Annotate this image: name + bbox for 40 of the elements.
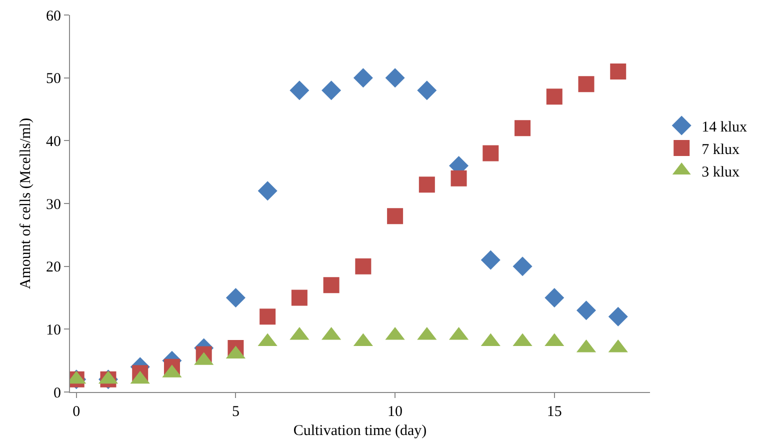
point — [480, 250, 500, 270]
point — [544, 288, 564, 308]
y-tick-label: 30 — [46, 196, 61, 213]
x-tick-label: 5 — [232, 404, 240, 420]
point — [417, 80, 437, 100]
x-tick-label: 10 — [388, 404, 403, 420]
y-tick-label: 60 — [46, 8, 61, 24]
point — [546, 88, 562, 105]
point — [482, 145, 499, 162]
point — [385, 68, 405, 88]
point — [323, 277, 340, 294]
point — [258, 181, 278, 201]
point — [610, 64, 626, 80]
y-tick-label: 20 — [46, 260, 61, 276]
y-axis-title: Amount of cells (Mcells/ml) — [18, 118, 34, 290]
point — [512, 256, 532, 276]
point — [418, 176, 435, 193]
point — [355, 258, 372, 274]
x-tick-label: 0 — [72, 404, 80, 420]
point — [514, 120, 531, 136]
legend-label: 14 klux — [702, 119, 748, 136]
point — [226, 288, 246, 308]
x-axis-title: Cultivation time (day) — [293, 423, 427, 439]
y-tick-label: 40 — [46, 134, 61, 150]
point — [290, 80, 310, 100]
x-tick-label: 15 — [546, 404, 562, 420]
point — [291, 290, 308, 306]
y-tick-label: 50 — [46, 71, 61, 88]
point — [608, 306, 628, 326]
legend-label: 3 klux — [702, 164, 740, 180]
y-tick-label: 10 — [46, 322, 61, 338]
point — [450, 170, 467, 186]
point — [578, 76, 594, 92]
legend-label: 7 klux — [702, 142, 740, 158]
y-tick-label: 0 — [54, 385, 61, 402]
point — [260, 308, 276, 325]
point — [353, 68, 373, 88]
point — [322, 80, 342, 100]
point — [387, 208, 404, 224]
point — [576, 300, 596, 320]
